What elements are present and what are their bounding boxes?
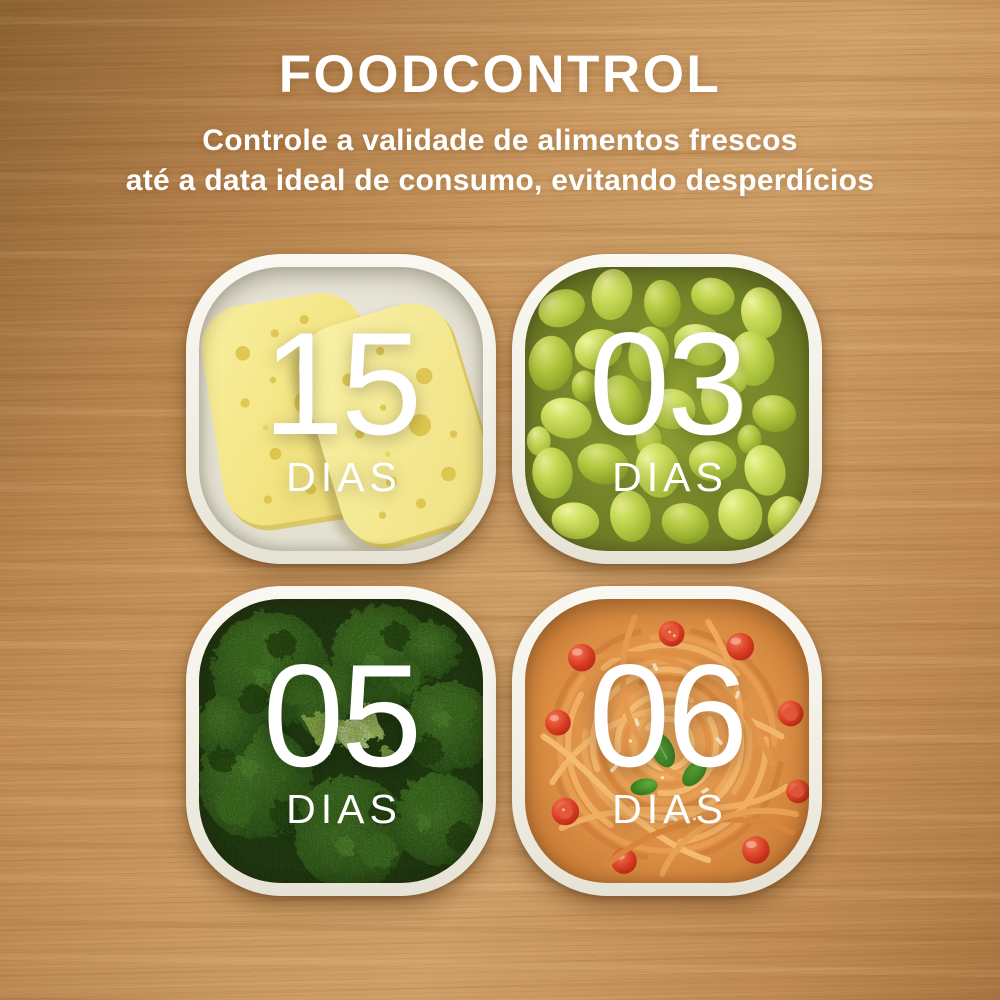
days-count: 05 <box>262 633 422 797</box>
bowl-broccoli-interior <box>199 599 483 883</box>
days-count: 03 <box>588 301 748 465</box>
bowl-broccoli: 05 DIAS <box>186 586 496 896</box>
broccoli-image <box>199 599 483 883</box>
bowl-grapes-interior <box>525 267 809 551</box>
bowl-spaghetti: 06 DIAS <box>512 586 822 896</box>
subtitle-line-1: Controle a validade de alimentos frescos <box>202 124 798 157</box>
bowl-spaghetti-interior <box>525 599 809 883</box>
days-unit: DIAS <box>286 786 402 833</box>
spaghetti-image <box>525 599 809 883</box>
days-unit: DIAS <box>612 454 728 501</box>
subtitle-line-2: até a data ideal de consumo, evitando de… <box>125 164 875 197</box>
days-count: 15 <box>262 301 422 465</box>
cheese-days-label: 15 DIAS <box>186 254 496 564</box>
grapes-image <box>525 267 809 551</box>
bowl-grid: 15 DIAS <box>186 254 822 896</box>
days-unit: DIAS <box>286 454 402 501</box>
spaghetti-days-label: 06 DIAS <box>512 586 822 896</box>
cheese-image <box>199 267 483 551</box>
bowl-grapes: 03 DIAS <box>512 254 822 564</box>
bowl-cheese: 15 DIAS <box>186 254 496 564</box>
days-unit: DIAS <box>612 786 728 833</box>
header: FOODCONTROL Controle a validade de alime… <box>0 0 1000 201</box>
days-count: 06 <box>588 633 748 797</box>
broccoli-days-label: 05 DIAS <box>186 586 496 896</box>
page-title: FOODCONTROL <box>278 45 722 104</box>
grapes-days-label: 03 DIAS <box>512 254 822 564</box>
bowl-cheese-interior <box>199 267 483 551</box>
